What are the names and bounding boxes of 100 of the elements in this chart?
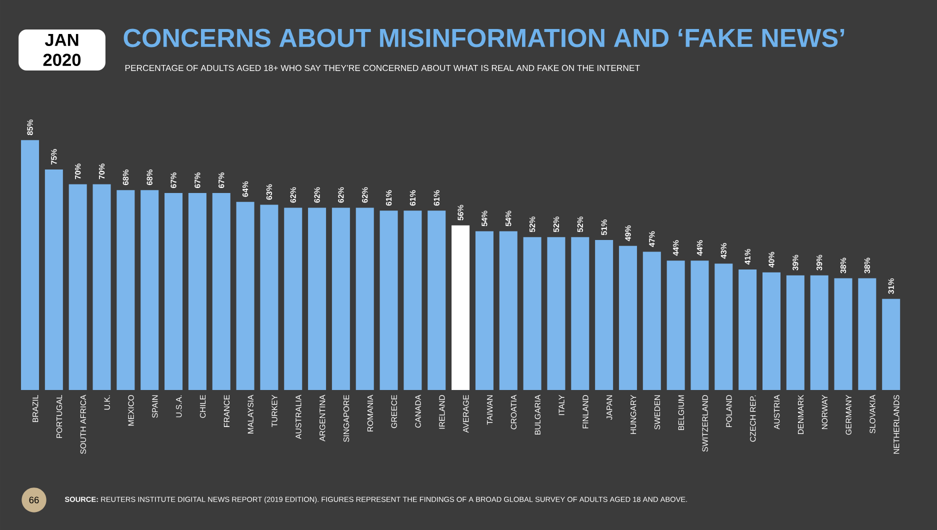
bar: [882, 298, 900, 390]
bar: [642, 252, 661, 390]
data-label: 70%: [75, 164, 81, 180]
bar: [571, 237, 590, 390]
data-label: 54%: [506, 210, 512, 226]
x-tick-label: SLOVAKIA: [870, 394, 876, 434]
x-tick-label: BELGIUM: [678, 395, 684, 430]
x-tick-label: JAPAN: [606, 395, 612, 420]
data-label: 38%: [864, 258, 870, 274]
x-tick-label: PORTUGAL: [56, 394, 62, 438]
x-tick-label: DENMARK: [798, 394, 804, 434]
x-tick-label: AUSTRIA: [774, 394, 780, 430]
data-label: 44%: [673, 240, 679, 256]
bar: [428, 210, 446, 390]
bar: [810, 275, 828, 390]
data-label: 68%: [122, 170, 129, 186]
data-label: 64%: [242, 181, 248, 197]
data-label: 68%: [146, 170, 152, 186]
x-tick-label: SOUTH AFRICA: [80, 394, 86, 454]
x-tick-label: GERMANY: [846, 394, 852, 435]
x-tick-label: MALAYSIA: [248, 394, 254, 434]
x-tick-label: POLAND: [726, 395, 732, 427]
bar: [164, 193, 183, 390]
x-tick-label: ARGENTINA: [320, 394, 326, 442]
data-label: 49%: [625, 225, 631, 242]
data-label: 61%: [434, 190, 440, 206]
x-tick-label: FRANCE: [224, 395, 230, 427]
x-tick-label: TAIWAN: [487, 395, 493, 425]
x-tick-label: BRAZIL: [32, 394, 38, 422]
data-label: 47%: [649, 231, 655, 247]
data-label: 56%: [458, 204, 464, 220]
bar: [236, 202, 254, 390]
data-label: 67%: [218, 172, 224, 188]
bar: [499, 231, 518, 390]
bar: [547, 237, 566, 390]
x-tick-label: FINLAND: [582, 395, 588, 428]
bar: [308, 208, 326, 390]
data-label: 43%: [720, 243, 726, 259]
x-tick-label: SPAIN: [152, 395, 158, 418]
x-tick-label: CROATIA: [510, 394, 517, 430]
bar: [116, 190, 135, 390]
bar: [834, 278, 852, 390]
bar: [356, 208, 374, 390]
data-label: 62%: [314, 187, 320, 203]
data-label: 40%: [768, 252, 774, 268]
x-tick-label: AVERAGE: [463, 395, 469, 433]
bar: [44, 169, 63, 390]
bar: [714, 264, 733, 390]
data-label: 39%: [792, 254, 798, 270]
data-label: 31%: [888, 278, 894, 294]
bar: [523, 237, 542, 390]
bar: [380, 210, 398, 390]
data-label: 54%: [482, 210, 488, 226]
data-label: 41%: [744, 248, 750, 265]
x-tick-label: SWITZERLAND: [702, 395, 708, 452]
data-label: 67%: [194, 172, 200, 188]
bar: [212, 193, 230, 390]
chart-subtitle: PERCENTAGE OF ADULTS AGED 18+ WHO SAY THEY’RE CONCERNED ABOUT WHAT IS REAL AND FAKE ON THE INTERNET: [125, 64, 640, 72]
x-tick-label: SINGAPORE: [343, 395, 350, 442]
data-label: 62%: [338, 187, 344, 203]
data-label: 62%: [290, 187, 296, 203]
bar: [475, 231, 494, 390]
data-label: 61%: [410, 190, 416, 206]
data-label: 44%: [696, 240, 703, 256]
bar: [21, 140, 40, 390]
x-tick-label: GREECE: [391, 395, 397, 428]
bar: [140, 190, 159, 390]
x-tick-label: ITALY: [558, 394, 564, 416]
data-label: 39%: [816, 254, 822, 270]
x-tick-label: CZECH REP.: [750, 395, 756, 442]
x-tick-label: U.K.: [104, 395, 110, 410]
bar: [92, 184, 111, 390]
x-tick-label: SWEDEN: [654, 395, 660, 430]
bar: [260, 204, 278, 390]
data-label: 51%: [601, 220, 607, 236]
bar: [762, 272, 780, 390]
x-tick-label: MEXICO: [128, 395, 134, 426]
bar: [666, 260, 685, 390]
data-label: 67%: [170, 172, 176, 188]
data-label: 75%: [51, 148, 57, 164]
data-label: 70%: [98, 164, 105, 180]
bar: [452, 225, 470, 390]
bar: [332, 208, 350, 390]
x-tick-label: ROMANIA: [367, 394, 374, 432]
data-label: 63%: [266, 184, 272, 200]
bar: [595, 240, 614, 390]
data-label: 38%: [840, 258, 846, 274]
x-tick-label: CHILE: [200, 395, 206, 418]
data-label: 52%: [577, 216, 583, 232]
x-tick-label: BULGARIA: [534, 394, 540, 435]
bar: [786, 275, 804, 390]
bar: [188, 193, 206, 390]
chart-title: CONCERNS ABOUT MISINFORMATION AND ‘FAKE NEWS’: [124, 28, 844, 48]
bar: [618, 246, 637, 390]
bar: [284, 208, 302, 390]
data-label: 52%: [529, 216, 536, 232]
bar: [404, 210, 422, 390]
data-label: 52%: [553, 216, 560, 232]
x-tick-label: NORWAY: [822, 394, 828, 430]
text: 66: [29, 496, 39, 504]
